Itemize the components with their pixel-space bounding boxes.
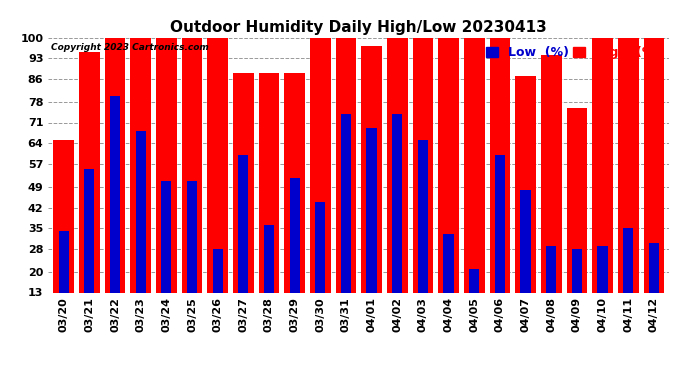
Bar: [541, 55, 562, 331]
Bar: [110, 96, 120, 331]
Bar: [515, 76, 536, 331]
Bar: [413, 38, 433, 331]
Bar: [444, 234, 454, 331]
Bar: [284, 73, 305, 331]
Bar: [213, 249, 223, 331]
Bar: [464, 38, 484, 331]
Bar: [208, 38, 228, 331]
Bar: [156, 38, 177, 331]
Bar: [161, 181, 172, 331]
Bar: [566, 108, 587, 331]
Bar: [644, 38, 664, 331]
Bar: [618, 38, 638, 331]
Bar: [290, 178, 299, 331]
Bar: [469, 269, 480, 331]
Bar: [362, 46, 382, 331]
Bar: [135, 131, 146, 331]
Bar: [187, 181, 197, 331]
Bar: [438, 38, 459, 331]
Bar: [310, 38, 331, 331]
Bar: [59, 231, 69, 331]
Bar: [315, 202, 326, 331]
Bar: [238, 155, 248, 331]
Bar: [495, 155, 505, 331]
Title: Outdoor Humidity Daily High/Low 20230413: Outdoor Humidity Daily High/Low 20230413: [170, 20, 547, 35]
Bar: [490, 38, 510, 331]
Bar: [259, 73, 279, 331]
Bar: [418, 140, 428, 331]
Bar: [84, 170, 95, 331]
Bar: [392, 114, 402, 331]
Bar: [520, 190, 531, 331]
Bar: [649, 243, 659, 331]
Bar: [387, 38, 408, 331]
Bar: [130, 38, 151, 331]
Bar: [233, 73, 254, 331]
Bar: [598, 246, 608, 331]
Bar: [336, 38, 356, 331]
Text: Copyright 2023 Cartronics.com: Copyright 2023 Cartronics.com: [51, 43, 209, 52]
Legend: Low  (%), High  (%): Low (%), High (%): [483, 44, 663, 62]
Bar: [181, 38, 202, 331]
Bar: [623, 228, 633, 331]
Bar: [546, 246, 556, 331]
Bar: [341, 114, 351, 331]
Bar: [79, 52, 99, 331]
Bar: [572, 249, 582, 331]
Bar: [53, 140, 74, 331]
Bar: [592, 38, 613, 331]
Bar: [264, 225, 274, 331]
Bar: [366, 128, 377, 331]
Bar: [105, 38, 126, 331]
